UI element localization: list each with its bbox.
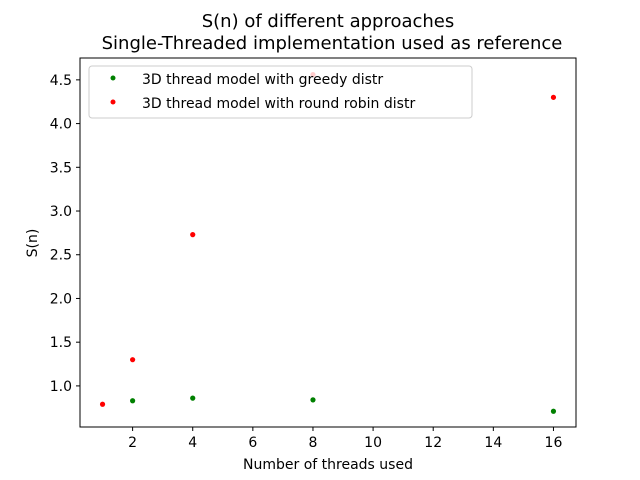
data-point-series-0	[190, 395, 196, 401]
legend: 3D thread model with greedy distr 3D thr…	[88, 65, 473, 119]
legend-box	[88, 65, 473, 119]
chart-subtitle: Single-Threaded implementation used as r…	[102, 33, 563, 54]
legend-marker-greedy	[110, 75, 116, 81]
x-tick-label: 2	[128, 435, 137, 451]
y-axis: 1.0 1.5 2.0 2.5 3.0 3.5 4.0 4.5	[50, 73, 80, 395]
legend-marker-round-robin	[110, 99, 116, 105]
x-tick-label: 10	[364, 435, 382, 451]
y-tick-label: 1.0	[50, 379, 72, 395]
data-point-series-1	[190, 232, 196, 238]
x-tick-label: 12	[424, 435, 442, 451]
x-tick-label: 16	[545, 435, 563, 451]
chart-title: S(n) of different approaches	[202, 11, 455, 32]
x-tick-label: 8	[309, 435, 318, 451]
y-tick-label: 2.0	[50, 291, 72, 307]
legend-label-greedy: 3D thread model with greedy distr	[142, 72, 383, 88]
data-point-series-1	[550, 94, 557, 100]
x-tick-label: 4	[188, 435, 197, 451]
data-point-series-0	[130, 398, 136, 404]
y-tick-label: 3.5	[50, 160, 72, 176]
x-tick-label: 6	[248, 435, 257, 451]
legend-label-round-robin: 3D thread model with round robin distr	[142, 96, 415, 112]
y-tick-label: 1.5	[50, 335, 72, 351]
data-point-series-0	[310, 397, 316, 403]
x-axis: 2 4 6 8 10 12 14 16	[128, 427, 562, 451]
data-point-series-1	[99, 401, 106, 407]
y-axis-label: S(n)	[25, 229, 41, 258]
data-point-series-1	[130, 357, 136, 363]
data-point-series-0	[550, 408, 557, 414]
y-tick-label: 4.0	[50, 117, 72, 133]
x-tick-label: 14	[484, 435, 502, 451]
y-tick-label: 3.0	[50, 204, 72, 220]
y-tick-label: 2.5	[50, 248, 72, 264]
x-axis-label: Number of threads used	[243, 457, 413, 473]
y-tick-label: 4.5	[50, 73, 72, 89]
plot-area	[79, 57, 577, 428]
